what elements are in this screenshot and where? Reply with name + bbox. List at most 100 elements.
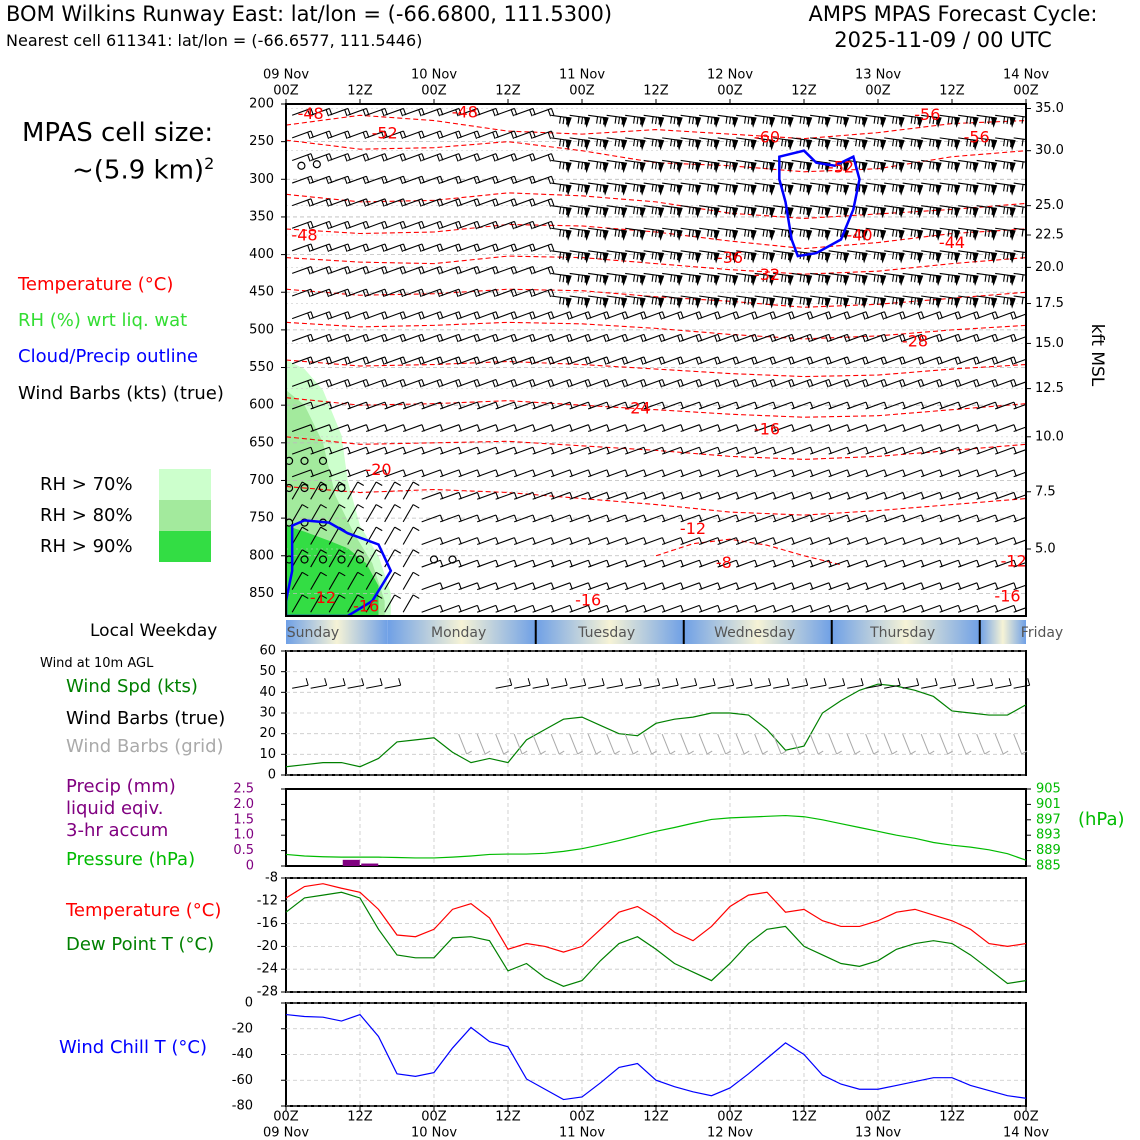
wind-barb-feather [744, 229, 747, 237]
wind-barb-staff [772, 537, 793, 545]
calm-wind-circle [300, 555, 309, 564]
wind-barb-staff [532, 220, 552, 229]
wind-barb-feather [581, 275, 584, 283]
wind-barb-staff [365, 175, 386, 184]
wind-barb-staff [920, 333, 941, 342]
wind-barb-staff [772, 333, 793, 342]
wind-barb-feather [788, 312, 792, 320]
wind-barb-feather [658, 185, 661, 193]
wind-barb-feather [1032, 447, 1034, 454]
wind-barb-feather [935, 117, 939, 125]
wind-barb-feather [418, 177, 422, 185]
wind-barb-staff [828, 604, 848, 613]
wind-barb-feather [603, 312, 607, 320]
wind-barb-feather [658, 380, 663, 388]
wind-barb-flag [1029, 163, 1034, 172]
wind-barb-feather [877, 139, 880, 147]
wind-barb-feather [877, 252, 880, 260]
wind-barb-feather [599, 139, 602, 147]
wind-barb-feather [1003, 252, 1006, 260]
wind-barb-feather [436, 380, 441, 388]
wind-barb-staff [809, 491, 830, 500]
wind-barb-staff [310, 130, 330, 139]
wind-barb-feather [788, 380, 792, 388]
wind-barb-staff [402, 549, 414, 568]
wind-barb-staff [513, 107, 534, 116]
wind-barb-feather [732, 207, 735, 215]
wind-barb-grid-feather [762, 750, 768, 755]
wind-barb-staff [550, 604, 571, 613]
wind-barb-staff [402, 504, 414, 523]
wind-barb-feather [325, 244, 330, 252]
wind-barb-feather [784, 117, 787, 125]
wind-barb-staff [772, 514, 793, 523]
wind-barb-staff [495, 107, 515, 116]
wind-barb-feather [418, 109, 422, 117]
wind-barb-grid-feather [688, 750, 694, 755]
wind-barb-staff [569, 333, 589, 342]
wind-barb-feather [639, 275, 643, 283]
wind-barb-staff [495, 311, 515, 320]
legend-wind-barbs-true: Wind Barbs (true) [66, 708, 226, 729]
wind-barb-true [643, 684, 660, 689]
rh90-swatch [159, 531, 211, 562]
wind-barb-feather [633, 274, 636, 282]
wind-barb-staff [791, 424, 811, 433]
wind-barb-feather [655, 207, 658, 215]
wind-barb-staff [365, 504, 377, 523]
wind-barb-staff [476, 107, 497, 116]
wind-barb-staff [291, 198, 312, 207]
wind-barb-feather [988, 139, 991, 147]
wind-barb-feather [880, 162, 883, 170]
wind-barb-feather [692, 297, 695, 305]
wind-barb-feather [362, 132, 367, 140]
pressure-tick-label: 450 [249, 285, 274, 300]
wind-barb-feather [633, 139, 636, 147]
wind-barb-staff [828, 537, 848, 545]
wind-barb-feather [412, 549, 420, 554]
wind-barb-feather [984, 184, 987, 192]
wind-barb-feather [688, 297, 691, 305]
pressure-tick-label: 300 [249, 172, 274, 187]
wind-barb-staff [291, 572, 303, 590]
wind-barb-feather [559, 184, 562, 192]
wind-barb-feather [1009, 275, 1013, 283]
wind-barb-feather [877, 184, 880, 192]
wind-barb-staff [957, 559, 978, 568]
wind-barb-feather [651, 139, 654, 147]
wind-barb-staff [458, 446, 478, 455]
wind-barb-true-feather [731, 678, 735, 686]
wind-barb-feather [729, 184, 732, 192]
wind-barb-feather [917, 357, 922, 365]
wind-barb-feather [895, 207, 898, 215]
wind-barb-feather [1003, 229, 1006, 237]
wind-barb-staff [846, 424, 867, 433]
wind-barb-feather [1021, 184, 1024, 192]
wind-barb-feather [562, 297, 565, 305]
wind-barb-staff [495, 537, 515, 545]
wind-barb-feather [984, 229, 987, 237]
wind-barb-staff [421, 424, 441, 433]
wind-barb-staff [865, 559, 885, 568]
wind-barb-feather [602, 230, 606, 238]
time-label-bottom-hour: 00Z [273, 1110, 299, 1125]
wind-barb-staff [606, 514, 626, 523]
wind-barb-feather [873, 116, 876, 124]
dewpoint-line [285, 891, 1027, 987]
wind-barb-feather [932, 162, 935, 170]
wind-barb-feather [529, 154, 533, 162]
wind-barb-staff [476, 537, 497, 545]
wind-barb-feather [713, 298, 717, 306]
weekday-segment [286, 620, 388, 644]
wind-barb-feather [840, 184, 843, 192]
wind-barb-feather [399, 132, 404, 140]
wind-barb-staff [939, 491, 959, 500]
wind-barb-feather [1010, 312, 1014, 320]
wind-barb-feather [898, 140, 902, 148]
wind-barb-feather [766, 297, 769, 305]
wind-barb-staff [384, 424, 404, 433]
wind-barb-feather [381, 357, 385, 365]
wind-barb-feather [673, 162, 676, 170]
wind-barb-feather [381, 109, 385, 117]
wind-barb-feather [1032, 312, 1034, 319]
